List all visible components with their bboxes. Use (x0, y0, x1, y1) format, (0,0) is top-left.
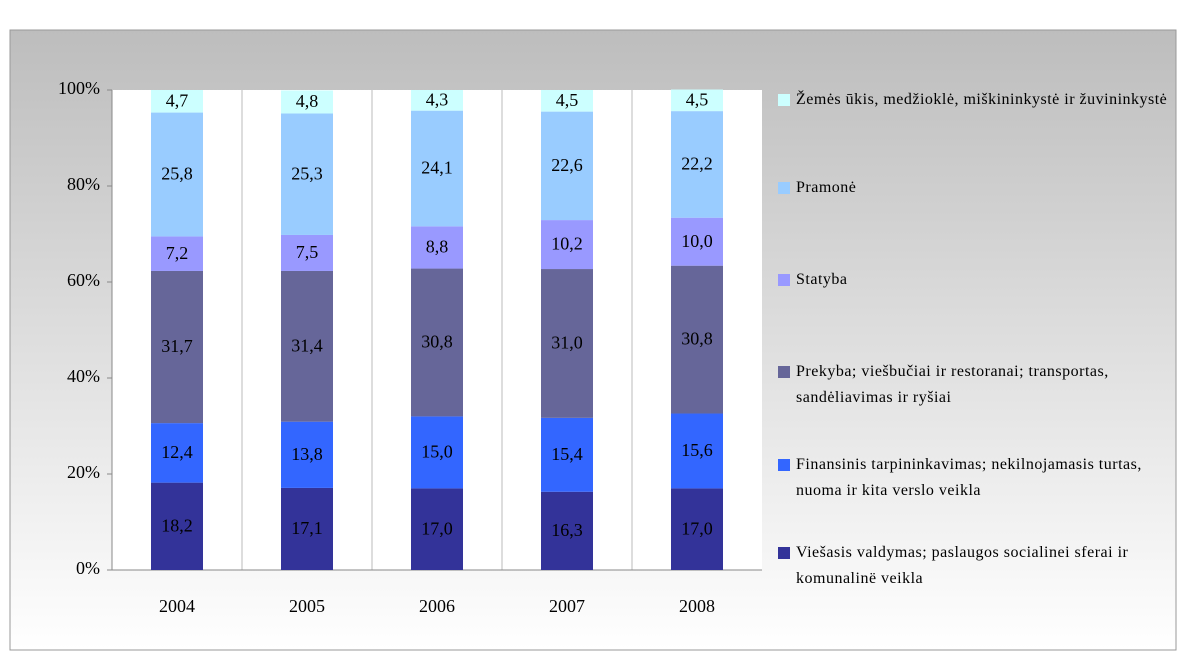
legend-label: Viešasis valdymas; paslaugos socialinei … (796, 544, 1129, 587)
bar-segment (541, 90, 593, 112)
y-tick-label: 40% (67, 366, 100, 386)
bar-segment (411, 268, 463, 417)
x-tick-label: 2007 (549, 596, 585, 616)
legend-swatch (778, 366, 790, 378)
data-label: 10,0 (681, 231, 713, 251)
data-label: 17,1 (291, 518, 323, 538)
data-label: 30,8 (421, 332, 453, 352)
bar-segment (411, 488, 463, 570)
data-label: 31,4 (291, 335, 323, 355)
data-label: 17,0 (421, 518, 453, 538)
legend-swatch (778, 547, 790, 559)
y-tick-label: 0% (76, 558, 100, 578)
y-tick-label: 100% (58, 78, 100, 98)
data-label: 25,8 (161, 164, 193, 184)
bar-segment (151, 270, 203, 424)
data-label: 8,8 (426, 237, 449, 257)
data-label: 4,7 (166, 90, 189, 110)
bar-segment (541, 417, 593, 492)
data-label: 15,4 (551, 444, 583, 464)
legend-line: Statyba (796, 271, 848, 288)
x-tick-label: 2006 (419, 596, 455, 616)
bar-segment (671, 89, 723, 112)
bar-segment (151, 423, 203, 483)
data-label: 31,7 (161, 336, 193, 356)
legend-line: nuoma ir kita verslo veikla (796, 482, 981, 499)
y-tick-label: 20% (67, 462, 100, 482)
legend-line: Finansinis tarpininkavimas; nekilnojamas… (796, 456, 1142, 473)
bar-segment (151, 236, 203, 271)
bar-segment (281, 234, 333, 271)
bar-segment (411, 110, 463, 227)
data-label: 30,8 (681, 329, 713, 349)
data-label: 7,5 (296, 242, 319, 262)
legend-line: komunalinë veikla (796, 570, 923, 587)
data-label: 22,2 (681, 154, 713, 174)
bar-segment (281, 113, 333, 235)
y-tick-label: 60% (67, 270, 100, 290)
legend-label: Žemės ūkis, medžioklė, miškininkystė ir … (796, 89, 1167, 108)
bar-segment (151, 90, 203, 113)
bar-segment (411, 90, 463, 111)
data-label: 17,0 (681, 518, 713, 538)
bar-segment (151, 112, 203, 237)
data-label: 4,3 (426, 89, 449, 109)
bar-segment (671, 413, 723, 489)
legend-label: Pramonė (796, 179, 856, 196)
data-label: 25,3 (291, 163, 323, 183)
legend-swatch (778, 459, 790, 471)
bar-segment (281, 90, 333, 114)
data-label: 4,8 (296, 91, 319, 111)
bar-segment (281, 421, 333, 488)
x-tick-label: 2008 (679, 596, 715, 616)
data-label: 12,4 (161, 442, 193, 462)
bar-segment (541, 269, 593, 418)
bar-segment (541, 111, 593, 221)
legend-line: Viešasis valdymas; paslaugos socialinei … (796, 544, 1129, 561)
data-label: 15,0 (421, 442, 453, 462)
legend-swatch (778, 94, 790, 106)
data-label: 13,8 (291, 444, 323, 464)
legend-line: Žemės ūkis, medžioklė, miškininkystė ir … (796, 89, 1167, 108)
bar-segment (671, 488, 723, 570)
legend-line: sandėliavimas ir ryšiai (796, 389, 952, 406)
data-label: 4,5 (556, 90, 579, 110)
bar-segment (671, 265, 723, 414)
data-label: 4,5 (686, 89, 709, 109)
bar-segment (411, 226, 463, 269)
legend-line: Pramonė (796, 179, 856, 196)
data-label: 24,1 (421, 158, 453, 178)
legend-swatch (778, 274, 790, 286)
bar-segment (671, 217, 723, 266)
data-label: 7,2 (166, 243, 189, 263)
bar-segment (281, 270, 333, 422)
bar-segment (151, 482, 203, 570)
legend-label: Statyba (796, 271, 848, 288)
bar-segment (671, 111, 723, 218)
bar-segment (541, 220, 593, 270)
x-tick-label: 2005 (289, 596, 325, 616)
legend-line: Prekyba; viešbučiai ir restoranai; trans… (796, 363, 1109, 380)
data-label: 16,3 (551, 520, 583, 540)
data-label: 31,0 (551, 333, 583, 353)
data-label: 22,6 (551, 155, 583, 175)
bar-segment (541, 491, 593, 570)
legend-swatch (778, 182, 790, 194)
legend-label: Prekyba; viešbučiai ir restoranai; trans… (796, 363, 1109, 406)
data-label: 15,6 (681, 440, 713, 460)
legend-label: Finansinis tarpininkavimas; nekilnojamas… (796, 456, 1142, 499)
bar-segment (281, 487, 333, 570)
bar-segment (411, 416, 463, 489)
data-label: 10,2 (551, 234, 583, 254)
y-tick-label: 80% (67, 174, 100, 194)
data-label: 18,2 (161, 515, 193, 535)
x-tick-label: 2004 (159, 596, 195, 616)
